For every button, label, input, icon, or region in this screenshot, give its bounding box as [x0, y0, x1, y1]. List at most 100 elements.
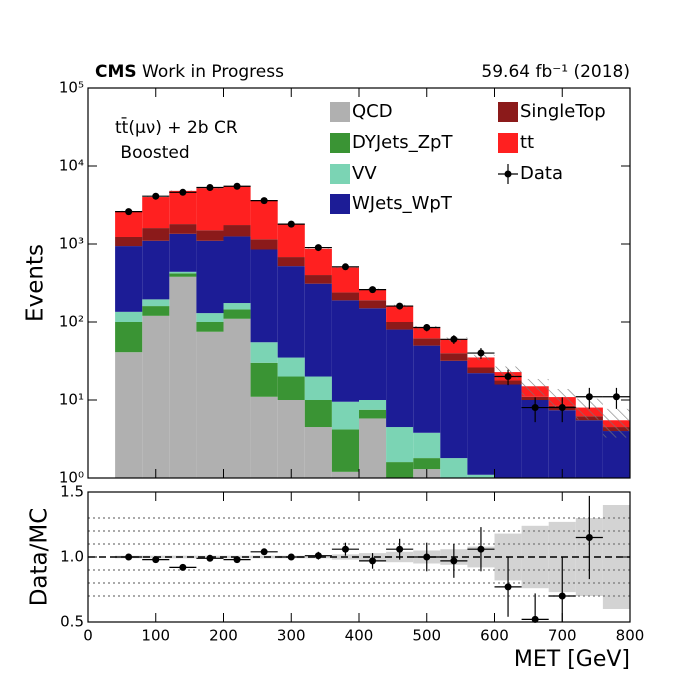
- stack-segment: [169, 190, 197, 225]
- data-point: [423, 324, 431, 332]
- legend-swatch: [498, 102, 518, 122]
- legend-swatch: [330, 194, 350, 214]
- ratio-point: [396, 545, 404, 553]
- stack-segment: [277, 257, 305, 267]
- stack-segment: [359, 400, 387, 410]
- stack-segment: [359, 300, 387, 309]
- data-point: [369, 286, 377, 294]
- ratio-point: [477, 545, 485, 553]
- annotation: Boosted: [115, 143, 190, 163]
- stack-segment: [467, 357, 495, 368]
- stack-segment: [386, 322, 414, 330]
- x-tick-label: 400: [345, 627, 374, 645]
- stack-segment: [115, 352, 143, 478]
- stack-segment: [304, 400, 332, 428]
- stack-segment: [169, 276, 197, 478]
- y-tick-label: 10⁰: [59, 469, 84, 487]
- data-point: [152, 192, 160, 200]
- legend-label: WJets_WpT: [352, 193, 453, 214]
- x-tick-label: 300: [277, 627, 306, 645]
- legend-label: DYJets_ZpT: [352, 132, 453, 153]
- stack-segment: [196, 230, 224, 241]
- stack-segment: [440, 458, 468, 478]
- uncertainty-hatch: [575, 398, 603, 420]
- ratio-point: [260, 548, 268, 556]
- stack-segment: [277, 224, 305, 258]
- experiment: CMS: [95, 62, 137, 82]
- stack-segment: [467, 474, 495, 478]
- ratio-point: [179, 563, 187, 571]
- data-point: [314, 244, 322, 252]
- data-point: [396, 302, 404, 310]
- stack-segment: [413, 345, 441, 433]
- stack-segment: [440, 360, 468, 459]
- stack-segment: [359, 409, 387, 419]
- stack-segment: [331, 471, 359, 478]
- legend-swatch: [498, 133, 518, 153]
- stack-segment: [386, 427, 414, 463]
- stack-segment: [359, 308, 387, 400]
- ratio-point: [233, 556, 241, 564]
- stack-segment: [304, 283, 332, 377]
- y-axis-label: Events: [23, 244, 49, 322]
- data-point: [477, 349, 485, 357]
- stack-segment: [575, 420, 603, 478]
- stack-segment: [277, 376, 305, 400]
- stack-segment: [142, 299, 170, 307]
- legend-marker: [504, 170, 512, 178]
- x-tick-label: 500: [412, 627, 441, 645]
- stack-segment: [196, 322, 224, 332]
- x-tick-label: 800: [616, 627, 645, 645]
- stack-segment: [196, 240, 224, 314]
- stack-segment: [196, 331, 224, 478]
- header: CMS Work in Progress: [95, 62, 284, 82]
- x-tick-label: 0: [83, 627, 93, 645]
- stack-segment: [223, 309, 251, 319]
- x-tick-label: 200: [209, 627, 238, 645]
- stack-segment: [223, 236, 251, 304]
- stack-segment: [115, 311, 143, 322]
- data-point: [531, 404, 539, 412]
- y-tick-label: 10⁴: [59, 157, 84, 175]
- stack-segment: [359, 418, 387, 478]
- ratio-point: [152, 556, 160, 564]
- stack-segment: [142, 197, 170, 229]
- ratio-point: [531, 615, 539, 623]
- data-point: [287, 220, 295, 228]
- data-point: [125, 208, 133, 216]
- stack-segment: [115, 236, 143, 247]
- stack-segment: [331, 300, 359, 402]
- ratio-point: [341, 545, 349, 553]
- stack-segment: [359, 289, 387, 301]
- stack-segment: [250, 239, 278, 250]
- stack-segment: [331, 267, 359, 293]
- stack-segment: [440, 339, 468, 354]
- ratio-point: [314, 552, 322, 560]
- stack-segment: [115, 211, 143, 237]
- stack-segment: [304, 275, 332, 284]
- stack-segment: [196, 188, 224, 231]
- legend-label: tt: [520, 132, 534, 153]
- stack-segment: [169, 233, 197, 272]
- ratio-point: [504, 583, 512, 591]
- stack-segment: [386, 329, 414, 428]
- stack-segment: [223, 318, 251, 478]
- data-point: [558, 404, 566, 412]
- ratio-point: [450, 557, 458, 565]
- stack-segment: [142, 228, 170, 241]
- status: Work in Progress: [142, 62, 284, 82]
- stack-segment: [331, 292, 359, 301]
- stack-segment: [250, 396, 278, 478]
- stack-segment: [115, 322, 143, 353]
- stack-segment: [169, 271, 197, 274]
- data-point: [206, 184, 214, 192]
- stack-segment: [304, 376, 332, 400]
- y-tick-label: 10¹: [59, 391, 84, 409]
- stack-segment: [142, 306, 170, 316]
- uncertainty-hatch: [521, 378, 549, 396]
- stack-segment: [413, 458, 441, 470]
- stack-segment: [277, 266, 305, 358]
- ratio-point: [369, 557, 377, 565]
- legend-swatch: [330, 133, 350, 153]
